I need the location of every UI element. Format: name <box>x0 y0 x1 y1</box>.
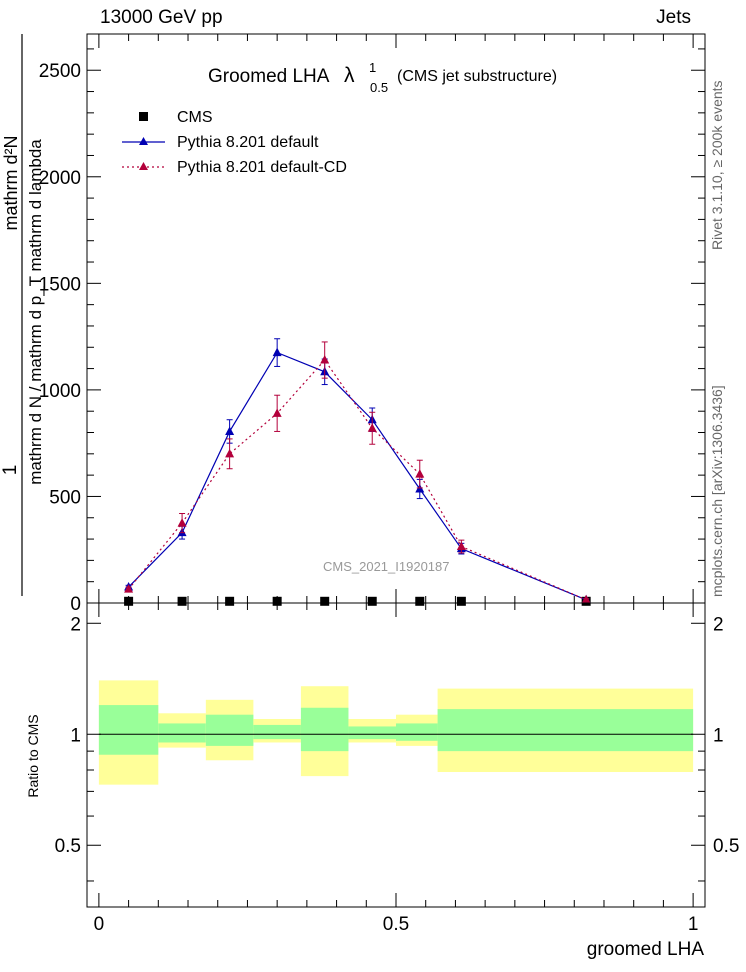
cms-data-point <box>177 596 187 606</box>
analysis-watermark: CMS_2021_I1920187 <box>323 559 450 574</box>
main-y-tick-label: 1000 <box>39 381 81 402</box>
header-left: 13000 GeV pp <box>100 7 223 28</box>
pythia-default-point <box>225 426 235 435</box>
pythia-cd-point <box>177 518 187 527</box>
ratio-band-green <box>348 726 396 740</box>
main-y-tick-label: 0 <box>70 594 81 615</box>
cms-data-point <box>456 596 466 606</box>
x-axis-label: groomed LHA <box>587 939 705 960</box>
ratio-panel: 0 0.5 1 0.5 0.5 1 1 2 2 <box>55 602 739 935</box>
legend-marker-cms <box>139 112 148 121</box>
cms-data-point <box>415 596 425 606</box>
main-y-tick-label: 1500 <box>39 274 81 295</box>
main-y-tick-label: 2000 <box>39 168 81 189</box>
legend-marker-default <box>139 137 148 145</box>
ratio-y-tick-label: 2 <box>70 614 81 635</box>
ratio-y-tick-label-right: 1 <box>713 725 724 746</box>
main-y-tick-label: 2500 <box>39 61 81 82</box>
x-tick-label: 0 <box>94 914 105 935</box>
title-superscript: 1 <box>369 60 376 75</box>
header-right: Jets <box>656 7 691 28</box>
y-label-top: mathrm d²N <box>1 135 21 230</box>
x-tick-label: 1 <box>688 914 699 935</box>
ratio-band-green <box>300 707 349 752</box>
ratio-y-tick-label: 0.5 <box>55 836 81 857</box>
legend-label-cd: Pythia 8.201 default-CD <box>177 159 347 176</box>
main-y-axis-label: 1 mathrm d²N mathrm d N / mathrm d p_T m… <box>0 34 45 596</box>
mcplots-label: mcplots.cern.ch [arXiv:1306.3436] <box>709 385 725 597</box>
title-lambda: λ <box>344 64 355 87</box>
cms-data-point <box>225 596 235 606</box>
legend-marker-cd <box>139 162 148 170</box>
pythia-cd-point <box>367 423 377 432</box>
ratio-y-tick-label: 1 <box>70 725 81 746</box>
ratio-band-green <box>253 724 301 740</box>
pythia-cd-point <box>272 408 282 417</box>
pythia-default-point <box>272 347 282 357</box>
y-label-denominator: mathrm d N / mathrm d p_T mathrm d lambd… <box>26 139 45 485</box>
pythia-cd-point <box>225 448 235 458</box>
pythia-cd-point <box>581 594 591 604</box>
rivet-label: Rivet 3.1.10, ≥ 200k events <box>709 80 725 250</box>
title-suffix: (CMS jet substructure) <box>397 68 557 85</box>
ratio-band-green <box>98 705 159 755</box>
pythia-cd-point <box>415 469 425 478</box>
x-tick-label: 0.5 <box>383 914 409 935</box>
title-subscript: 0.5 <box>370 80 388 95</box>
chart-title: Groomed LHA <box>208 66 330 87</box>
ratio-band-green <box>437 709 694 752</box>
pythia-cd-point <box>320 355 330 364</box>
legend-label-default: Pythia 8.201 default <box>177 134 319 151</box>
ratio-band-green <box>205 714 254 746</box>
legend-label-cms: CMS <box>177 109 213 126</box>
pythia-cd-point <box>124 584 134 593</box>
ratio-y-tick-label-right: 2 <box>713 614 724 635</box>
y-label-numerator: 1 <box>0 465 21 476</box>
ratio-y-tick-label-right: 0.5 <box>713 836 739 857</box>
legend: CMS Pythia 8.201 default Pythia 8.201 de… <box>122 109 347 176</box>
cms-data-point <box>124 596 134 606</box>
pythia-cd-point <box>456 541 466 551</box>
main-panel: 0 500 1000 1500 2000 2500 <box>39 33 706 615</box>
ratio-band-green <box>158 723 206 743</box>
cms-data-point <box>367 596 377 606</box>
ratio-band-green <box>396 723 438 741</box>
cms-data-point <box>272 596 282 606</box>
cms-data-point <box>320 596 330 606</box>
ratio-y-label: Ratio to CMS <box>25 714 41 797</box>
main-y-tick-label: 500 <box>49 487 81 508</box>
